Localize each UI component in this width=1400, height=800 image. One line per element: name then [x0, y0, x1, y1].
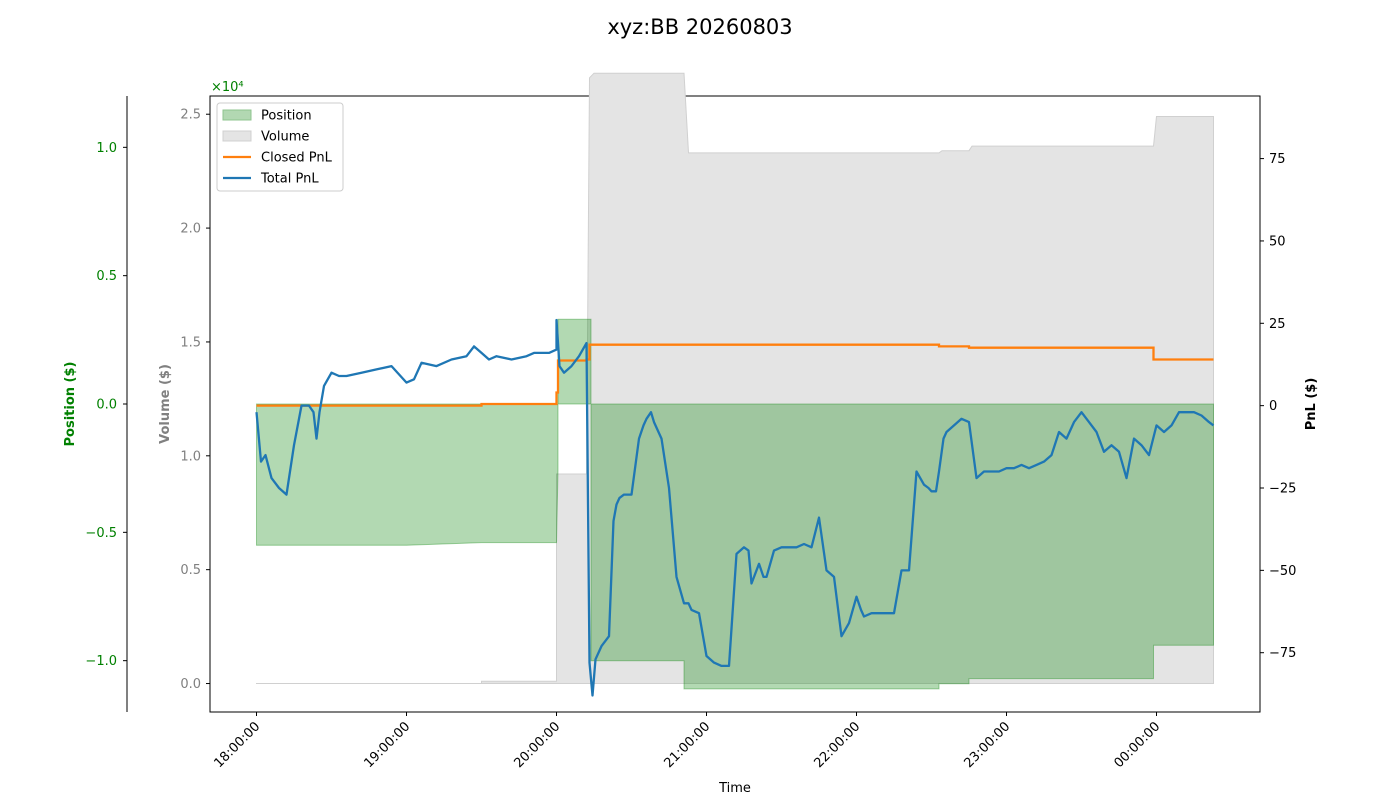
position-tick-label: −1.0 — [85, 654, 117, 669]
legend-label: Position — [261, 109, 312, 124]
legend-label: Total PnL — [260, 172, 319, 187]
volume-tick-label: 0.5 — [180, 563, 201, 578]
legend-label: Closed PnL — [261, 151, 333, 166]
position-scale-note: ×10⁴ — [211, 80, 244, 95]
time-tick-label: 00:00:00 — [1111, 719, 1163, 771]
legend-swatch — [222, 109, 252, 121]
position-tick-label: −0.5 — [85, 526, 117, 541]
position-layer — [256, 318, 1214, 690]
legend: Position Volume Closed PnL Total PnL — [216, 102, 344, 192]
pnl-tick-label: −75 — [1269, 646, 1296, 661]
volume-tick-label: 0.0 — [180, 677, 201, 692]
plot-frame — [209, 95, 1261, 713]
total-pnl-layer — [255, 318, 1215, 697]
volume-axis-label: Volume ($) — [158, 364, 173, 444]
time-tick-label: 18:00:00 — [211, 719, 263, 771]
volume-tick-label: 2.0 — [180, 222, 201, 237]
pnl-tick-label: −50 — [1269, 564, 1296, 579]
position-tick-label: 0.0 — [96, 398, 117, 413]
chart-title: xyz:BB 20260803 — [607, 15, 792, 39]
time-tick-label: 19:00:00 — [361, 719, 413, 771]
pnl-axis-label: PnL ($) — [1304, 378, 1319, 431]
legend-swatch — [222, 130, 252, 142]
time-axis: 18:00:00 19:00:00 20:00:00 21:00:00 22:00:00… — [211, 712, 1163, 771]
volume-tick-label: 2.5 — [180, 108, 201, 123]
position-tick-label: 0.5 — [96, 269, 117, 284]
legend-box — [216, 102, 344, 192]
closed-pnl-line — [256, 343, 1214, 407]
time-tick-label: 23:00:00 — [961, 719, 1013, 771]
volume-area — [256, 72, 1214, 685]
pnl-tick-label: −25 — [1269, 482, 1296, 497]
time-tick-label: 20:00:00 — [511, 719, 563, 771]
closed-pnl-layer — [256, 343, 1214, 407]
position-axis: 1.0 0.5 0.0 −0.5 −1.0 — [85, 141, 127, 669]
total-pnl-line — [255, 318, 1215, 697]
pnl-tick-label: 0 — [1269, 399, 1277, 414]
time-tick-label: 22:00:00 — [811, 719, 863, 771]
pnl-tick-label: 75 — [1269, 152, 1286, 167]
volume-tick-label: 1.0 — [180, 449, 201, 464]
pnl-axis: 75 50 25 0 −25 −50 −75 — [1260, 152, 1296, 661]
volume-tick-label: 1.5 — [180, 335, 201, 350]
legend-label: Volume — [261, 130, 309, 145]
time-tick-label: 21:00:00 — [661, 719, 713, 771]
pnl-tick-label: 50 — [1269, 234, 1286, 249]
volume-layer — [256, 72, 1214, 685]
position-axis-label: Position ($) — [63, 362, 78, 447]
position-area — [256, 318, 1214, 690]
pnl-tick-label: 25 — [1269, 317, 1286, 332]
volume-axis: 2.5 2.0 1.5 1.0 0.5 0.0 — [180, 108, 210, 692]
x-axis-label: Time — [718, 781, 751, 796]
position-tick-label: 1.0 — [96, 141, 117, 156]
